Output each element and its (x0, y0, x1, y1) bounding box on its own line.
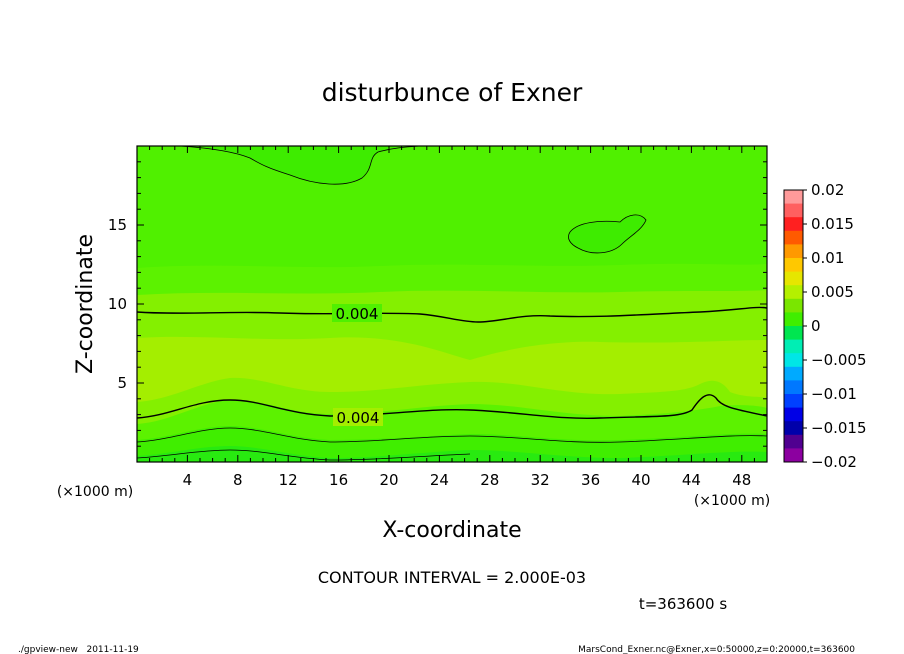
plot-area (137, 146, 767, 462)
colorbar-label: −0.01 (811, 385, 857, 403)
colorbar-label: 0.01 (811, 249, 844, 267)
x-unit-left: (×1000 m) (57, 484, 133, 500)
contour-line-upper (137, 306, 767, 323)
colorbar-swatch (784, 380, 803, 395)
colorbar-label: −0.02 (811, 453, 857, 471)
colorbar-label: 0 (811, 317, 821, 335)
colorbar-swatch (784, 421, 803, 436)
colorbar-swatch (784, 366, 803, 381)
colorbar-swatch (784, 312, 803, 327)
colorbar-swatch (784, 298, 803, 313)
x-tick-label: 4 (183, 471, 193, 489)
colorbar-swatch (784, 407, 803, 422)
colorbar-swatch (784, 190, 803, 205)
y-tick-label: 15 (108, 216, 127, 234)
top-bump-region (137, 146, 421, 185)
contour-interval-text: CONTOUR INTERVAL = 2.000E-03 (318, 568, 586, 587)
colorbar-swatch (784, 353, 803, 368)
contour-line-thin-2 (137, 449, 471, 461)
colorbar-swatch (784, 244, 803, 259)
y-tick-label: 10 (108, 295, 127, 313)
colorbar-swatch (784, 258, 803, 273)
x-tick-label: 8 (233, 471, 243, 489)
band-lower (137, 426, 767, 462)
x-tick-label: 48 (732, 471, 751, 489)
band-bottom (137, 446, 767, 462)
contour-line-thin-1 (137, 427, 767, 443)
x-tick-label: 20 (379, 471, 398, 489)
colorbar-swatch (784, 217, 803, 232)
colorbar-swatch (784, 394, 803, 409)
x-tick-label: 44 (682, 471, 701, 489)
colorbar-label: 0.015 (811, 215, 854, 233)
chart-title: disturbunce of Exner (322, 78, 583, 107)
colorbar-swatch (784, 434, 803, 449)
colorbar-swatch (784, 339, 803, 354)
x-tick-label: 12 (279, 471, 298, 489)
y-tick-label: 5 (117, 374, 127, 392)
colorbar-swatch (784, 285, 803, 300)
x-tick-label: 24 (430, 471, 449, 489)
time-text: t=363600 s (639, 595, 727, 613)
contour-label-bg-upper (332, 304, 382, 322)
x-tick-label: 36 (581, 471, 600, 489)
colorbar-swatch (784, 230, 803, 245)
island-region (568, 214, 647, 254)
x-tick-label: 32 (531, 471, 550, 489)
colorbar-swatch (784, 271, 803, 286)
colorbar-swatch (784, 326, 803, 341)
x-axis: 4 8 12 16 20 24 28 32 36 40 44 48 (149, 146, 755, 489)
y-axis-label: Z-coordinate (73, 234, 98, 374)
footer-left: ./gpview-new 2011-11-19 (18, 645, 139, 654)
colorbar-label: −0.005 (811, 351, 867, 369)
x-tick-label: 16 (329, 471, 348, 489)
footer-right: MarsCond_Exner.nc@Exner,x=0:50000,z=0:20… (578, 645, 855, 654)
colorbar: 0.02 0.015 0.01 0.005 0 −0.005 −0.01 −0.015 −0.0… (783, 181, 867, 471)
colorbar-label: 0.02 (811, 181, 844, 199)
colorbar-swatch (784, 448, 803, 463)
contour-label-bg-lower (333, 408, 383, 426)
contour-line-lower (137, 394, 767, 420)
colorbar-label: −0.015 (811, 419, 867, 437)
contour-label-upper: 0.004 (336, 305, 379, 323)
colorbar-label: 0.005 (811, 283, 854, 301)
x-unit-right: (×1000 m) (694, 493, 770, 509)
x-axis-label: X-coordinate (382, 518, 521, 543)
contour-label-lower: 0.004 (337, 409, 380, 427)
x-tick-label: 40 (631, 471, 650, 489)
x-tick-label: 28 (480, 471, 499, 489)
y-axis: 5 10 15 (108, 161, 767, 447)
colorbar-swatch (784, 203, 803, 218)
